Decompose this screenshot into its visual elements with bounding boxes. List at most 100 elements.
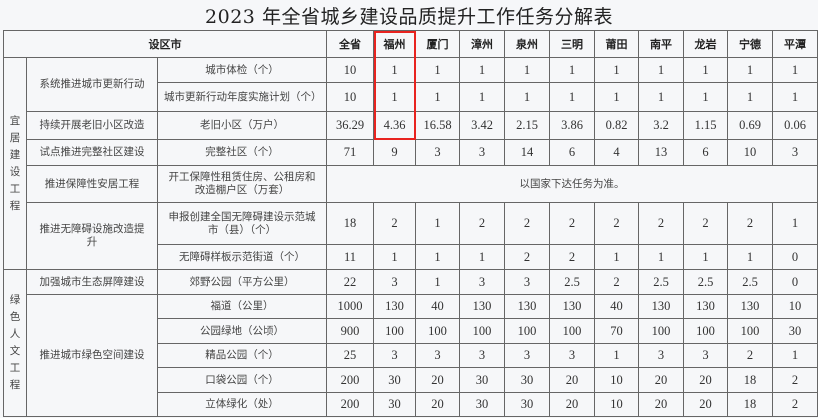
value-cell: 3: [504, 269, 551, 295]
value-cell: 20: [415, 392, 461, 417]
value-cell: 100: [638, 318, 685, 344]
value-cell: 4: [594, 139, 640, 166]
value-cell: 3.42: [459, 111, 506, 140]
value-cell: 3: [373, 269, 417, 295]
value-cell: 2.5: [549, 269, 596, 295]
value-cell: 1: [727, 244, 774, 270]
group-label-char: 工: [9, 362, 21, 374]
task-label: 试点推进完整社区建设: [26, 139, 158, 166]
value-cell: 10: [594, 367, 640, 393]
value-cell: 2: [549, 244, 596, 270]
value-cell: 9: [373, 139, 417, 166]
header-city: 三明: [549, 30, 596, 58]
value-cell: 1: [772, 82, 818, 112]
task-table: 设区市 全省 福州 厦门 漳州 泉州 三明 莆田 南平 龙岩 宁德 平潭宜居建设工程系统推进城市更新行…: [2, 30, 818, 417]
group-label-char: 建: [9, 148, 21, 161]
value-cell: 1: [638, 82, 685, 112]
value-cell: 2: [373, 202, 417, 245]
value-cell: 1: [772, 57, 818, 83]
value-cell: 20: [638, 392, 685, 417]
value-cell: 1: [683, 82, 729, 112]
value-cell: 900: [326, 318, 375, 344]
value-cell: 100: [459, 318, 506, 344]
value-cell: 4.36: [373, 111, 417, 140]
value-cell: 1000: [326, 294, 375, 319]
header-region: 设区市: [2, 30, 328, 58]
group-label-char: 居: [9, 131, 21, 144]
indicator-label: 福道（公里）: [156, 294, 328, 319]
value-cell: 6: [549, 139, 596, 166]
value-cell: 1: [727, 82, 774, 112]
value-cell: 100: [683, 318, 729, 344]
value-cell: 1: [772, 343, 818, 368]
indicator-label: 精品公园（个）: [156, 343, 328, 368]
value-cell: 130: [459, 294, 506, 319]
value-cell: 20: [549, 367, 596, 393]
value-cell: 1: [459, 57, 506, 83]
header-city: 漳州: [459, 30, 506, 58]
value-cell: 1.15: [683, 111, 729, 140]
value-cell: 130: [549, 294, 596, 319]
group-label-char: 程: [9, 379, 21, 391]
value-cell: 1: [459, 244, 506, 270]
value-cell: 30: [504, 392, 551, 417]
table-row: 精品公园（个） 25 3 3 3 3 3 1 3 3 2 1: [4, 343, 818, 368]
value-cell: 2: [683, 202, 729, 245]
value-cell: 10: [727, 139, 774, 166]
value-cell: 200: [326, 392, 375, 417]
table-row: 推进城市绿色空间建设 福道（公里） 1000 130 40 130 130 130 40 130 1…: [4, 294, 818, 417]
group-label-char: 设: [9, 165, 21, 178]
value-cell: 3.86: [549, 111, 596, 140]
value-cell: 14: [504, 139, 551, 166]
value-cell: 22: [326, 269, 375, 295]
value-cell: 1: [415, 82, 461, 112]
value-cell: 18: [727, 367, 774, 393]
value-cell: 70: [594, 318, 640, 344]
value-cell: 130: [638, 294, 685, 319]
task-label: 加强城市生态屏障建设: [26, 269, 158, 295]
value-cell: 100: [415, 318, 461, 344]
value-cell: 1: [638, 244, 685, 270]
value-cell: 30: [459, 392, 506, 417]
value-cell: 11: [326, 244, 375, 270]
value-cell: 20: [415, 367, 461, 393]
value-cell: 0.69: [727, 111, 774, 140]
task-label: 系统推进城市更新行动: [26, 57, 158, 112]
value-cell: 1: [504, 57, 551, 83]
value-cell: 1: [504, 82, 551, 112]
value-cell: 1: [594, 244, 640, 270]
indicator-label: 无障碍样板示范街道（个）: [156, 244, 328, 270]
value-cell: 3: [549, 343, 596, 368]
value-cell: 1: [594, 343, 640, 368]
value-cell: 2: [459, 202, 506, 245]
value-cell: 30: [373, 392, 417, 417]
value-cell: 10: [326, 57, 375, 83]
value-cell: 3: [459, 139, 506, 166]
header-city: 莆田: [594, 30, 640, 58]
value-cell: 1: [683, 57, 729, 83]
group-label-char: 人: [9, 328, 21, 340]
value-cell: 2.15: [504, 111, 551, 140]
value-cell: 1: [459, 82, 506, 112]
value-cell: 1: [638, 57, 685, 83]
value-cell: 130: [727, 294, 774, 319]
indicator-label: 郊野公园（平方公里）: [156, 269, 328, 295]
value-cell: 200: [326, 367, 375, 393]
value-cell: 2: [638, 202, 685, 245]
table-row: 推进无障碍设施改造提升 申报创建全国无障碍建设示范城市（县）（个） 18 2 1 2 2 2 2…: [4, 202, 818, 270]
value-cell: 2.5: [727, 269, 774, 295]
value-cell: 25: [326, 343, 375, 368]
table-row: 公园绿地（公顷） 900 100 100 100 100 100 70 100 100 100 30: [4, 318, 818, 344]
value-cell: 1: [373, 82, 417, 112]
value-cell: 40: [415, 294, 461, 319]
indicator-label: 开工保障性租赁住房、公租房和改造棚户区（万套）: [156, 165, 328, 203]
value-cell: 3: [415, 343, 461, 368]
value-cell: 1: [415, 202, 461, 245]
value-cell: 1: [549, 82, 596, 112]
value-cell: 2: [727, 202, 774, 245]
value-cell: 40: [594, 294, 640, 319]
value-cell: 10: [594, 392, 640, 417]
header-city: 宁德: [727, 30, 774, 58]
value-cell: 1: [594, 82, 640, 112]
value-cell: 10: [326, 82, 375, 112]
